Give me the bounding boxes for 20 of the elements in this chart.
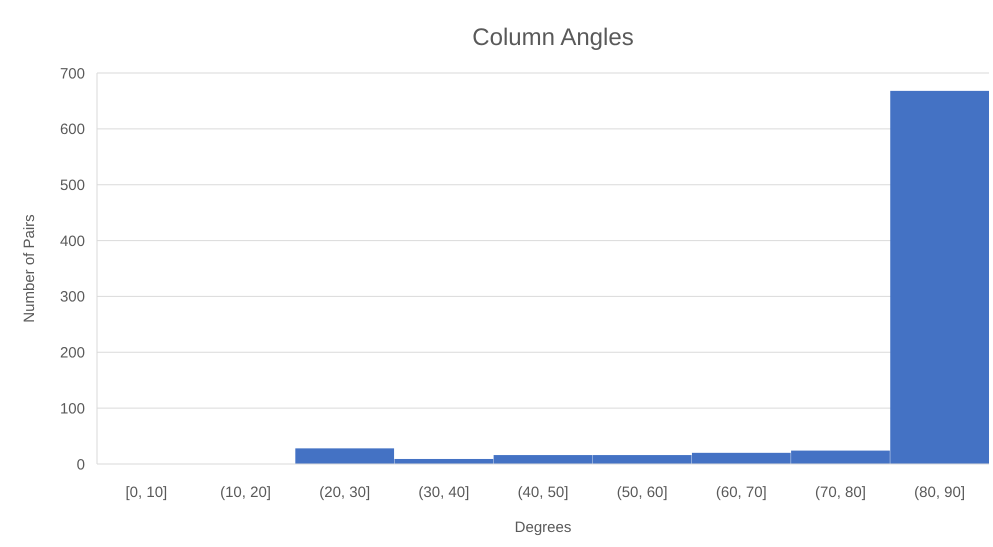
y-tick-label: 200 xyxy=(60,344,85,362)
x-tick-label: (10, 20] xyxy=(220,484,271,501)
x-tick-label: (80, 90] xyxy=(914,484,966,501)
x-axis-title: Degrees xyxy=(514,519,572,536)
y-tick-label: 700 xyxy=(60,65,85,82)
x-tick-label: (70, 80] xyxy=(815,484,866,501)
x-tick-label: (20, 30] xyxy=(319,484,370,501)
chart-title: Column Angles xyxy=(472,24,634,51)
y-tick-label: 100 xyxy=(60,400,85,418)
x-tick-label: (60, 70] xyxy=(716,484,767,501)
y-axis-title: Number of Pairs xyxy=(21,214,38,323)
x-tick-label: (50, 60] xyxy=(616,484,668,501)
y-tick-label: 400 xyxy=(60,232,85,250)
x-tick-label: (30, 40] xyxy=(418,484,470,501)
x-tick-label: (40, 50] xyxy=(518,484,568,501)
x-tick-label: [0, 10] xyxy=(126,484,168,501)
y-tick-label: 0 xyxy=(76,456,85,474)
y-tick-label: 300 xyxy=(60,288,85,306)
y-tick-label: 600 xyxy=(60,121,85,138)
y-tick-label: 500 xyxy=(60,176,85,194)
